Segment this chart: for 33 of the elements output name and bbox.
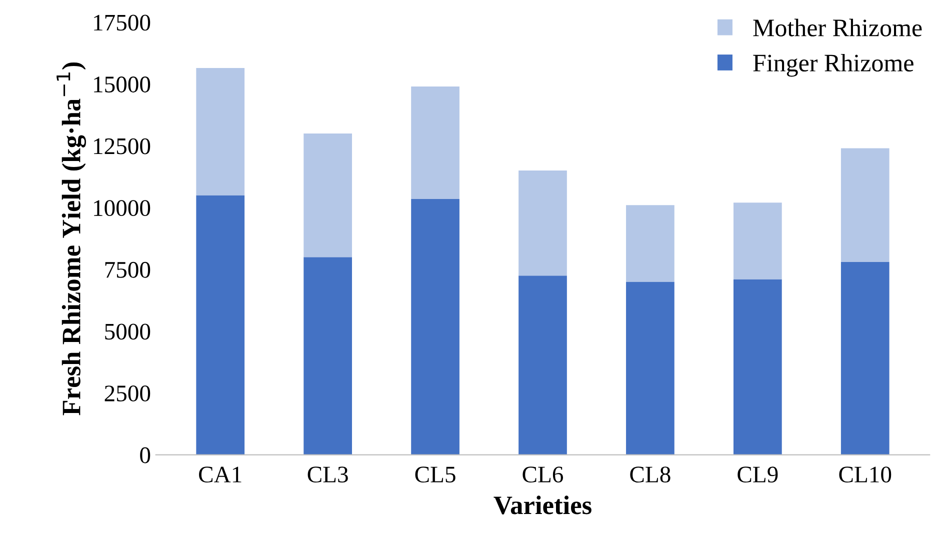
- bar: [733, 279, 782, 455]
- bar: [411, 86, 460, 199]
- bar: [840, 148, 890, 262]
- x-tick-label: CL6: [522, 466, 564, 483]
- bar: [304, 257, 352, 455]
- bar: [196, 195, 245, 455]
- x-tick-label: CA1: [199, 466, 242, 483]
- y-tick-label: 5000: [105, 324, 150, 340]
- x-tick-label: CL10: [839, 466, 892, 483]
- y-tick-label: 0: [140, 447, 150, 464]
- bar: [626, 282, 674, 455]
- y-axis-title: Fresh Rhizome Yield (kg·ha$^{−1}$): [56, 62, 86, 416]
- y-tick-label: 2500: [104, 386, 150, 402]
- bar: [411, 198, 460, 455]
- legend-label: Mother Rhizome: [753, 18, 922, 36]
- x-tick-label: CL5: [415, 466, 456, 483]
- x-tick-label: CL3: [308, 466, 348, 483]
- bar: [733, 202, 782, 280]
- bar: [304, 133, 352, 258]
- y-tick-label: 7500: [105, 262, 150, 278]
- x-axis-title: Varieties: [494, 496, 592, 514]
- y-tick-label: 15000: [94, 76, 150, 92]
- bar: [196, 68, 245, 196]
- bar: [840, 262, 890, 455]
- x-tick-label: CL9: [738, 466, 778, 483]
- y-tick-label: 10000: [94, 200, 150, 216]
- legend-label: Finger Rhizome: [753, 54, 914, 77]
- bar: [518, 170, 567, 276]
- y-tick-label: 17500: [94, 14, 150, 31]
- y-tick-label: 12500: [94, 138, 150, 154]
- bar: [626, 205, 674, 282]
- bar: [518, 276, 567, 455]
- x-tick-label: CL8: [630, 466, 670, 483]
